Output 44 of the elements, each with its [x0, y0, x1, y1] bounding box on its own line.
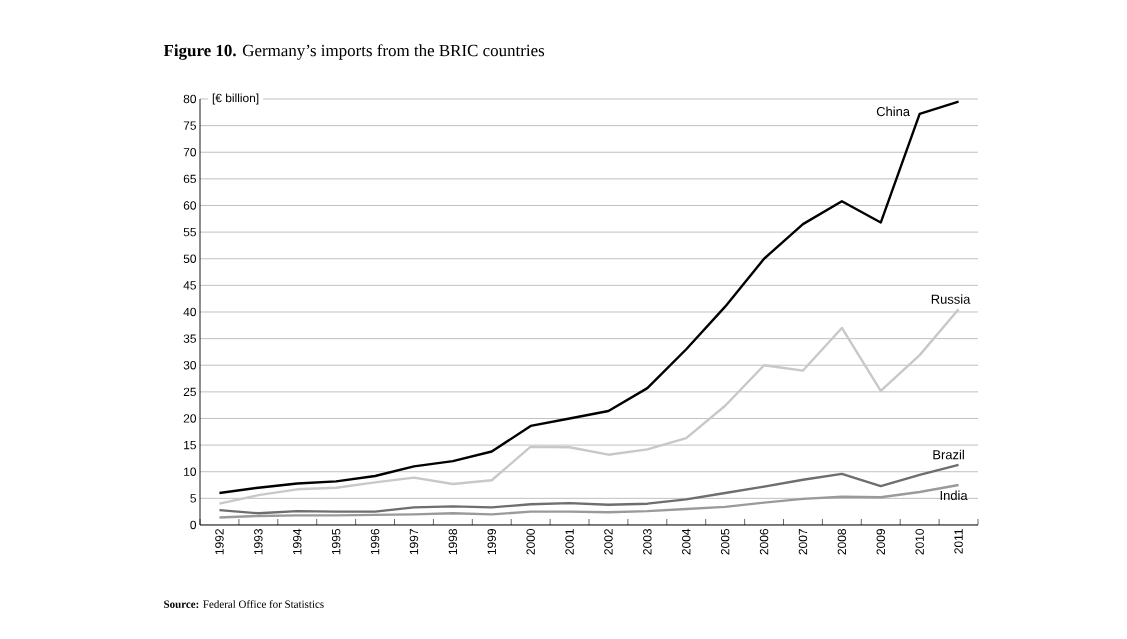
y-tick-label: 5: [190, 494, 196, 503]
y-tick-label: 80: [183, 94, 197, 104]
x-tick-label: 1999: [487, 529, 496, 555]
x-tick-label: 2001: [565, 529, 574, 555]
x-tick-label: 1998: [448, 529, 458, 555]
y-tick-label: 25: [183, 387, 196, 397]
y-tick-label: 35: [183, 334, 196, 343]
x-tick-label: 1993: [254, 529, 263, 555]
x-tick-label: 2011: [954, 529, 963, 554]
y-tick-label: 50: [183, 254, 197, 263]
y-tick-label: 65: [183, 174, 196, 184]
text: Source: Federal Office for Statistics: [164, 600, 324, 608]
x-tick-label: 2003: [643, 529, 652, 555]
y-tick-label: 75: [183, 121, 196, 130]
x-tick-label: 2007: [798, 529, 808, 555]
x-tick-label: 2002: [604, 529, 613, 555]
x-tick-label: 2004: [682, 528, 691, 555]
x-tick-label: 2008: [837, 529, 847, 555]
y-tick-label: 60: [183, 201, 197, 210]
y-tick-label: 40: [183, 307, 197, 317]
x-tick-label: 2006: [759, 529, 769, 555]
series-label: Russia: [931, 294, 971, 304]
series-label: India: [940, 490, 968, 501]
y-tick-label: 20: [183, 414, 197, 423]
y-tick-label: 70: [183, 148, 197, 157]
x-tick-label: 1992: [215, 529, 224, 555]
x-tick-label: 2009: [876, 529, 885, 555]
series-label: China: [876, 106, 911, 117]
x-tick-label: 1996: [370, 529, 380, 555]
y-tick-label: 55: [183, 227, 196, 237]
y-tick-label: 45: [183, 281, 196, 290]
y-tick-label: 0: [190, 520, 197, 530]
y-axis-title: [€ billion]: [212, 93, 259, 105]
series-label: Brazil: [933, 449, 964, 460]
x-tick-label: 1994: [293, 528, 302, 555]
chart-title: Figure 10. Germany’s imports from the BRIC countries: [163, 44, 545, 60]
x-tick-label: 2010: [915, 528, 924, 555]
x-tick-label: 2005: [720, 529, 730, 555]
x-tick-label: 1995: [331, 529, 341, 555]
y-tick-label: 15: [184, 440, 196, 450]
y-tick-label: 30: [183, 361, 197, 370]
y-tick-label: 10: [184, 467, 197, 476]
x-tick-label: 1997: [409, 529, 419, 555]
x-tick-label: 2000: [526, 528, 535, 555]
